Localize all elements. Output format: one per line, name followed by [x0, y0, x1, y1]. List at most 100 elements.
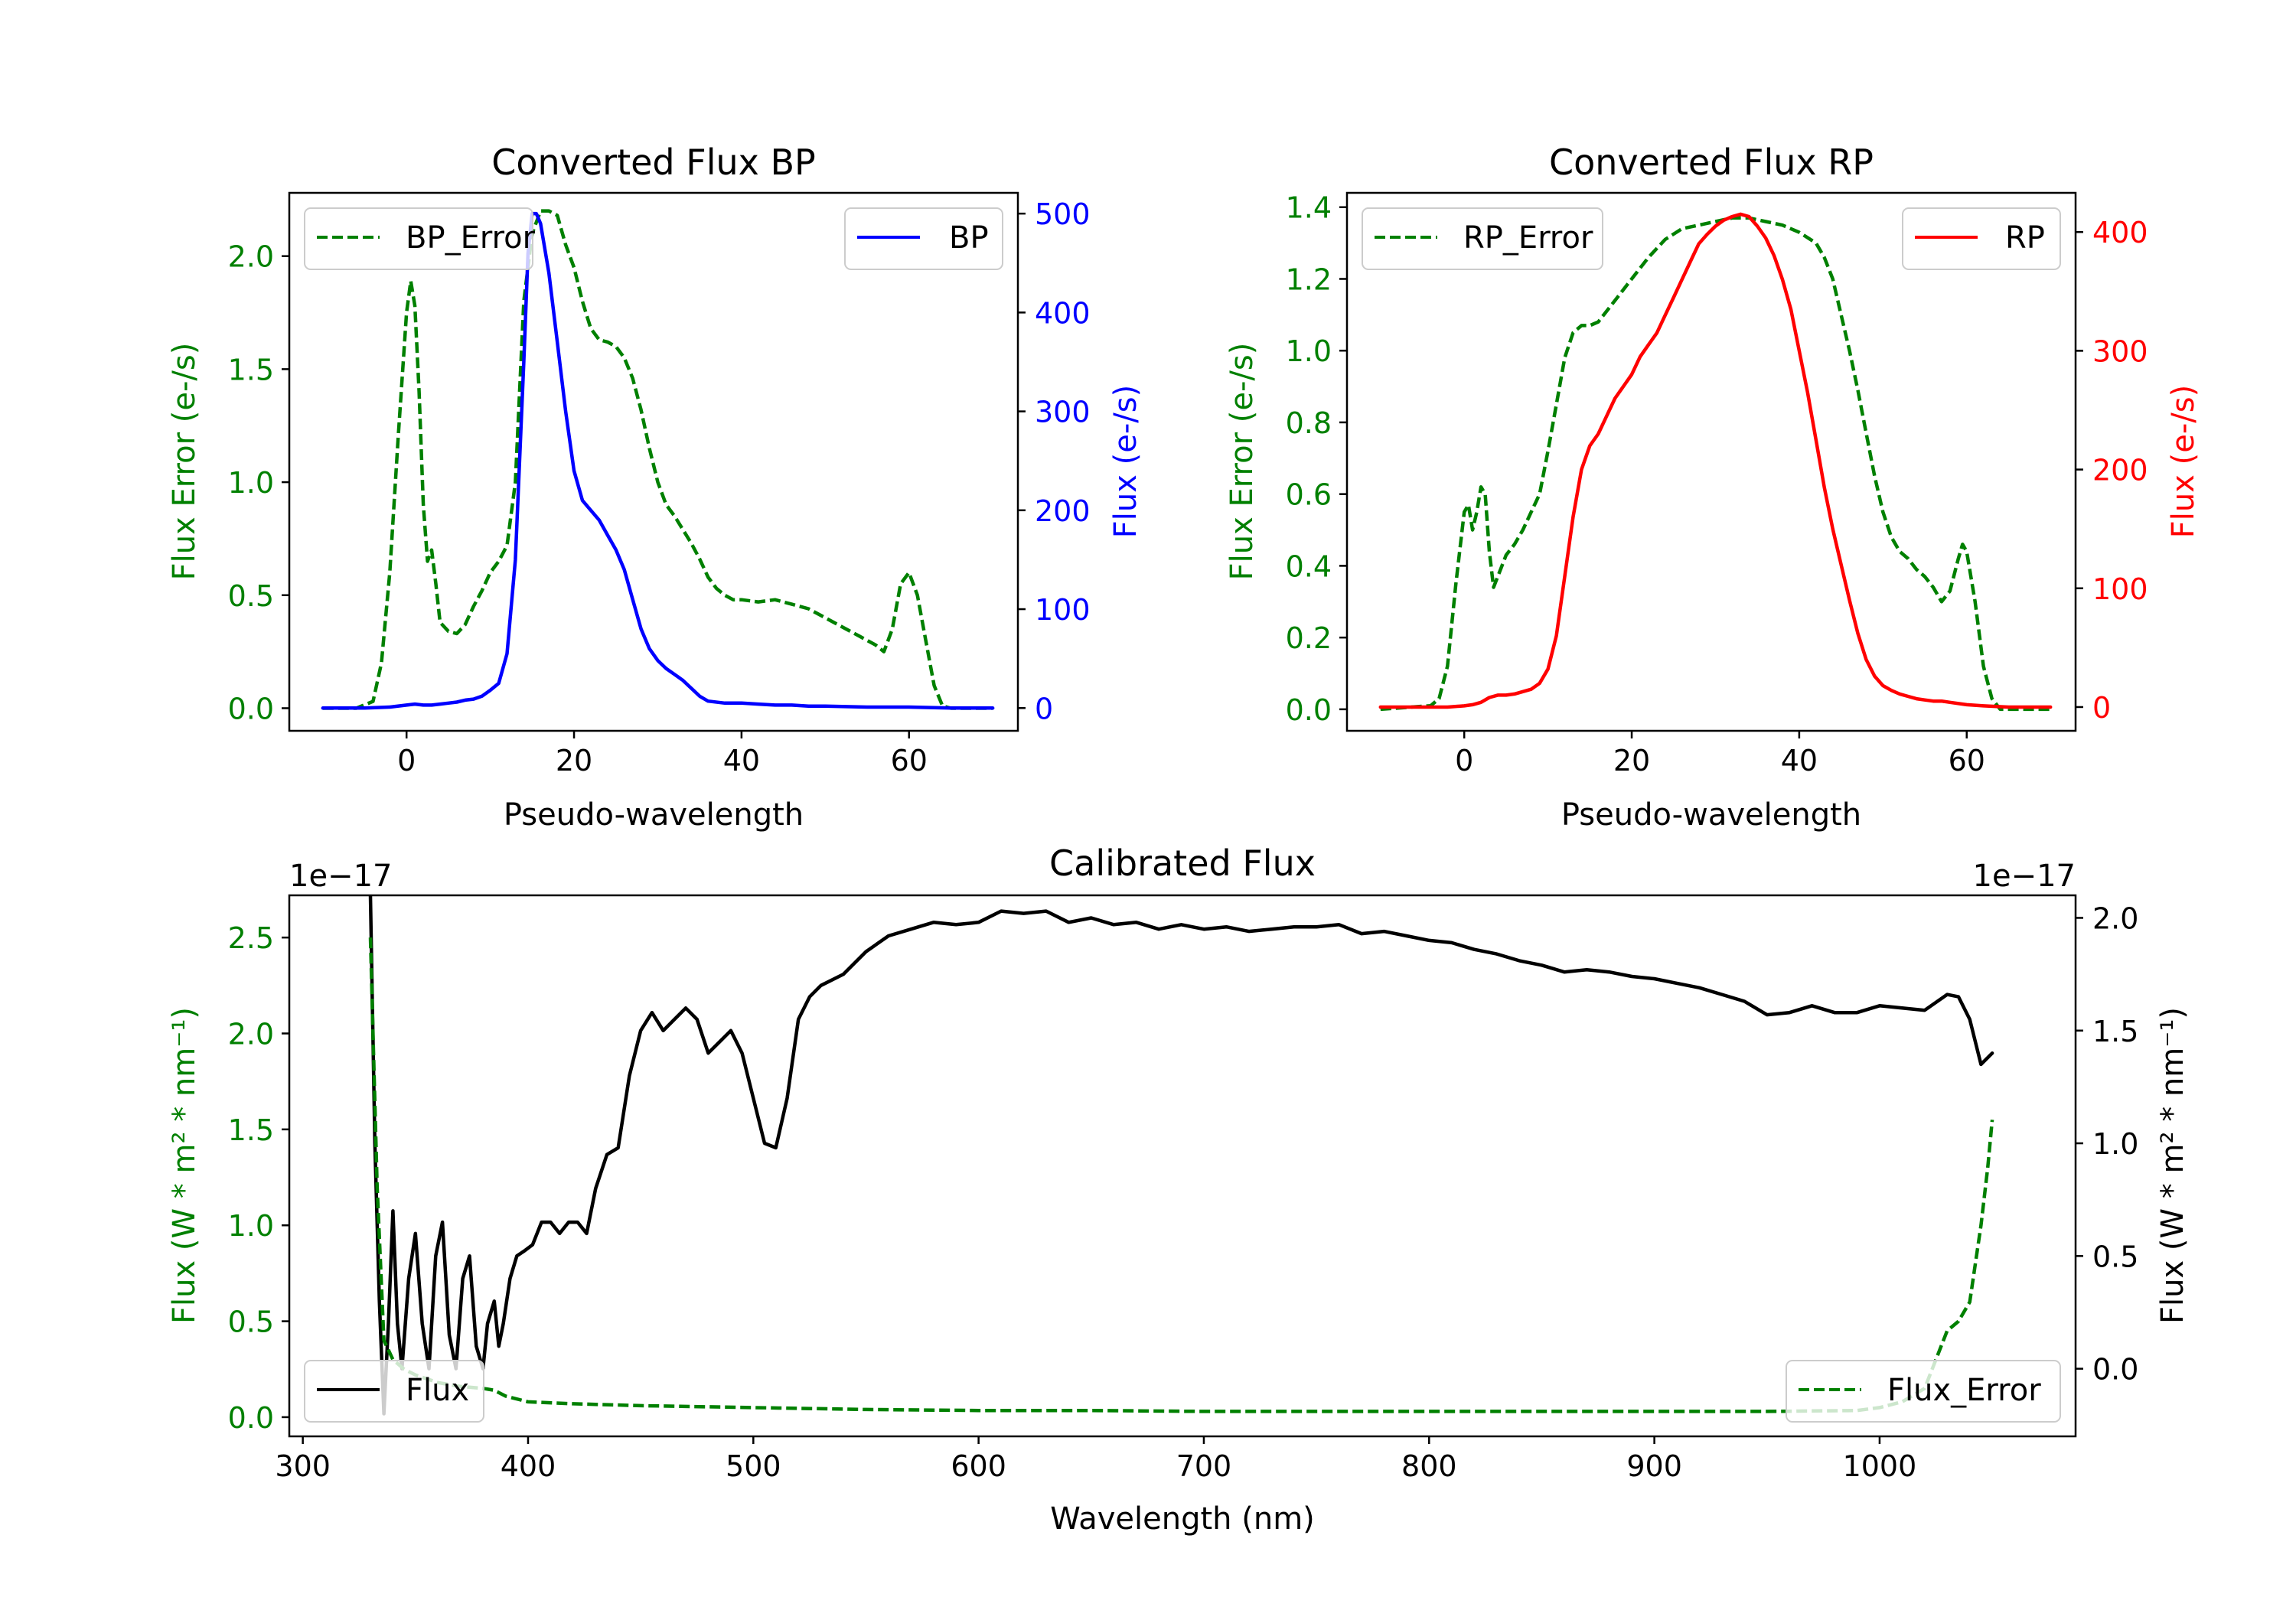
x-tick-label: 60	[1949, 744, 1985, 777]
plot-area	[368, 895, 1994, 1416]
x-tick-label: 40	[723, 744, 760, 777]
plot-area	[321, 209, 995, 710]
y-right-tick-label: 100	[1035, 593, 1091, 627]
y-right-tick-label: 300	[2092, 334, 2148, 368]
legend-flux-error: Flux_Error	[1786, 1360, 2061, 1423]
y-axis-left-label: Flux (W * m² * nm⁻¹)	[167, 1007, 202, 1324]
y-left-tick-label: 2.5	[228, 921, 274, 955]
y-axis-right-offset: 1e−17	[1973, 859, 2076, 894]
chart-calibrated-flux: Calibrated Flux 1e−17 1e−17 300 400 500 600…	[167, 843, 2190, 1537]
y-right-tick-label: 2.0	[2092, 901, 2138, 935]
series-line-bp	[321, 211, 995, 710]
y-right-tick-label: 400	[1035, 296, 1091, 330]
legend-label: RP_Error	[1463, 220, 1593, 256]
legend-rp: RP	[1902, 207, 2061, 270]
y-left-tick-label: 0.5	[228, 579, 274, 613]
x-axis-label: Pseudo-wavelength	[1561, 797, 1861, 833]
legend-label: BP	[949, 220, 989, 256]
x-tick-label: 900	[1626, 1449, 1682, 1483]
x-tick-label: 0	[397, 744, 416, 777]
y-right-tick-label: 1.5	[2092, 1015, 2138, 1048]
y-left-tick-label: 1.5	[228, 1113, 274, 1147]
y-left-tick-label: 1.0	[228, 1209, 274, 1243]
y-right-tick-label: 500	[1035, 197, 1091, 231]
y-axis-left-label: Flux Error (e-/s)	[1225, 343, 1260, 581]
x-axis-ticks: 0 20 40 60	[1455, 731, 1985, 777]
y-right-tick-label: 0.0	[2092, 1353, 2138, 1387]
series-line-flux	[368, 895, 1994, 1416]
y-axis-left-ticks: 0.0 0.5 1.0 1.5 2.0 2.5	[228, 921, 289, 1435]
legend-bp: BP	[844, 207, 1003, 270]
y-left-tick-label: 1.4	[1286, 191, 1332, 225]
y-axis-left-label: Flux Error (e-/s)	[167, 343, 202, 581]
x-axis-ticks: 0 20 40 60	[397, 731, 928, 777]
chart-converted-flux-rp: Converted Flux RP 0 20 40 60 0.00.20.40.60.…	[1225, 142, 2201, 833]
y-right-tick-label: 300	[1035, 396, 1091, 429]
x-tick-label: 20	[556, 744, 592, 777]
y-axis-left-ticks: 0.0 0.2 0.4 0.6 0.8 1.0 1.2 1.4	[1286, 191, 1347, 727]
y-left-tick-label: 2.0	[228, 240, 274, 274]
x-tick-label: 800	[1401, 1449, 1457, 1483]
y-axis-right-ticks: 0.0 0.5 1.0 1.5 2.0	[2076, 901, 2138, 1387]
x-axis-label: Pseudo-wavelength	[504, 797, 804, 833]
y-right-tick-label: 0	[1035, 692, 1053, 725]
y-left-tick-label: 0.6	[1286, 478, 1332, 512]
y-right-tick-label: 0.5	[2092, 1240, 2138, 1273]
y-right-tick-label: 0	[2092, 691, 2111, 725]
y-right-tick-label: 100	[2092, 572, 2148, 606]
plot-area	[1378, 212, 2053, 712]
y-axis-left-offset: 1e−17	[289, 859, 392, 894]
y-right-tick-label: 200	[2092, 454, 2148, 487]
y-left-tick-label: 2.0	[228, 1018, 274, 1051]
y-left-tick-label: 1.5	[228, 353, 274, 386]
x-tick-label: 1000	[1843, 1449, 1917, 1483]
x-tick-label: 60	[891, 744, 928, 777]
legend-label: RP	[2005, 220, 2045, 256]
plot-frame	[1345, 191, 2077, 732]
x-axis-ticks: 300 400 500 600 700 800 900 1000	[275, 1436, 1916, 1483]
y-left-tick-label: 0.8	[1286, 406, 1332, 440]
y-axis-right-label: Flux (e-/s)	[1108, 385, 1143, 538]
y-right-tick-label: 1.0	[2092, 1127, 2138, 1161]
y-left-tick-label: 0.2	[1286, 621, 1332, 655]
legend-flux: Flux	[304, 1360, 484, 1423]
y-right-tick-label: 400	[2092, 216, 2148, 249]
legend-bp-error: BP_Error	[304, 207, 536, 270]
plot-frame	[288, 191, 1019, 732]
chart-converted-flux-bp: Converted Flux BP 0 20 40 60 0.0 0.5 1.0 1.5 2.…	[167, 142, 1143, 833]
y-left-tick-label: 0.5	[228, 1305, 274, 1339]
y-left-tick-label: 1.0	[228, 466, 274, 500]
legend-rp-error: RP_Error	[1362, 207, 1603, 270]
y-left-tick-label: 0.0	[228, 1401, 274, 1435]
x-tick-label: 20	[1613, 744, 1650, 777]
x-tick-label: 700	[1176, 1449, 1232, 1483]
series-line-bp-error	[322, 209, 993, 710]
x-axis-label: Wavelength (nm)	[1050, 1501, 1315, 1537]
legend-label: Flux_Error	[1887, 1373, 2041, 1408]
x-tick-label: 0	[1455, 744, 1473, 777]
legend-label: Flux	[406, 1373, 469, 1408]
y-right-tick-label: 200	[1035, 494, 1091, 528]
y-left-tick-label: 0.0	[1286, 693, 1332, 727]
x-tick-label: 40	[1781, 744, 1818, 777]
x-tick-label: 600	[951, 1449, 1006, 1483]
plot-frame	[288, 894, 2077, 1438]
y-left-tick-label: 1.2	[1286, 262, 1332, 296]
y-axis-right-ticks: 0 100 200 300 400	[2076, 216, 2148, 725]
series-line-rp	[1378, 212, 2053, 709]
y-axis-right-label: Flux (e-/s)	[2166, 385, 2201, 538]
y-left-tick-label: 1.0	[1286, 334, 1332, 368]
y-axis-right-label: Flux (W * m² * nm⁻¹)	[2155, 1007, 2190, 1324]
legend-label: BP_Error	[406, 220, 536, 256]
chart-title: Calibrated Flux	[1049, 843, 1316, 884]
y-axis-left-ticks: 0.0 0.5 1.0 1.5 2.0	[228, 240, 289, 725]
x-tick-label: 300	[275, 1449, 331, 1483]
y-axis-right-ticks: 0 100 200 300 400 500	[1018, 197, 1091, 725]
chart-title: Converted Flux BP	[491, 142, 816, 183]
series-line-flux-error	[368, 937, 1994, 1413]
y-left-tick-label: 0.0	[228, 692, 274, 725]
chart-title: Converted Flux RP	[1549, 142, 1874, 183]
x-tick-label: 500	[726, 1449, 781, 1483]
x-tick-label: 400	[501, 1449, 556, 1483]
